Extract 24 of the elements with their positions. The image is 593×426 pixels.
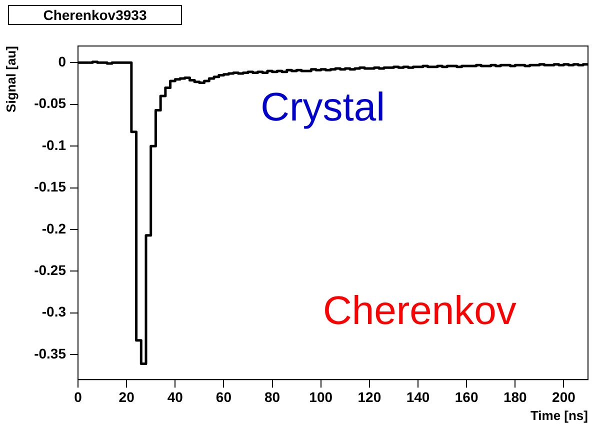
y-tick-label: -0.35 — [34, 345, 66, 362]
annotation: Cherenkov — [322, 288, 516, 333]
x-axis-title: Time [ns] — [530, 408, 588, 423]
x-tick-label: 0 — [74, 388, 82, 405]
chart-title: Cherenkov3933 — [8, 5, 182, 25]
y-tick-label: -0.05 — [34, 95, 66, 112]
annotation: Crystal — [260, 85, 386, 130]
x-tick-label: 160 — [454, 388, 478, 405]
x-tick-label: 120 — [358, 388, 382, 405]
x-tick-label: 80 — [264, 388, 280, 405]
x-tick-label: 100 — [309, 388, 333, 405]
x-tick-label: 40 — [167, 388, 184, 405]
y-tick-label: 0 — [58, 54, 66, 70]
y-tick-label: -0.1 — [42, 136, 66, 153]
x-tick-label: 60 — [216, 388, 232, 405]
x-tick-label: 200 — [552, 388, 576, 405]
y-tick-label: -0.3 — [42, 304, 66, 320]
y-axis-title: Signal [au] — [3, 46, 18, 112]
x-tick-label: 20 — [118, 388, 135, 405]
x-tick-label: 140 — [406, 388, 430, 405]
y-tick-label: -0.25 — [34, 262, 66, 278]
y-tick-label: -0.2 — [42, 220, 66, 236]
y-tick-label: -0.15 — [34, 178, 66, 195]
x-tick-label: 180 — [503, 388, 528, 405]
